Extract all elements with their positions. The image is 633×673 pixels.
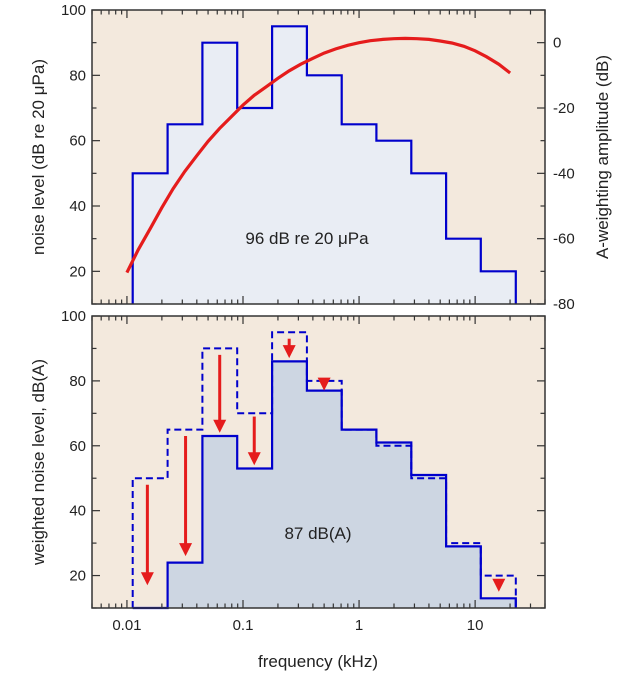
top-annotation: 96 dB re 20 μPa: [245, 229, 369, 248]
top-y-axis-title: noise level (dB re 20 μPa): [29, 59, 48, 255]
reduction-arrow: [317, 377, 331, 391]
y-tick-label: 40: [69, 198, 86, 215]
reduction-arrow: [492, 578, 506, 592]
reduction-arrow: [179, 436, 193, 557]
y2-tick-label: 0: [553, 35, 561, 52]
reduction-arrow: [140, 484, 154, 586]
y-tick-label: 20: [69, 568, 86, 585]
x-axis-title: frequency (kHz): [258, 652, 378, 671]
reduction-arrow: [213, 354, 227, 433]
reduction-arrow: [282, 338, 296, 359]
bottom-y-axis-title: weighted noise level, dB(A): [29, 359, 48, 566]
bottom-panel-frame: [91, 315, 546, 609]
x-tick-label: 0.1: [233, 617, 254, 634]
y-tick-label: 40: [69, 503, 86, 520]
top-y2-ticks: -80 -60 -40 -20 0: [537, 9, 575, 313]
x-tick-label: 1: [355, 617, 363, 634]
y-tick-label: 100: [61, 2, 86, 19]
top-panel-frame: [91, 9, 546, 305]
top-y-ticks: 20 40 60 80 100: [61, 2, 100, 305]
y-tick-label: 80: [69, 67, 86, 84]
x-tick-label: 0.01: [112, 617, 141, 634]
top-spectrum-fill: [132, 26, 516, 305]
bottom-unweighted-dashed: [131, 331, 517, 608]
y-tick-label: 100: [61, 308, 86, 325]
bottom-weighted-fill: [132, 361, 516, 608]
bottom-weighted-steps: [132, 360, 517, 610]
top-spectrum-steps: [131, 25, 517, 304]
y2-tick-label: -40: [553, 165, 575, 182]
y2-tick-label: -20: [553, 100, 575, 117]
y2-tick-label: -80: [553, 296, 575, 313]
y-tick-label: 20: [69, 263, 86, 280]
y2-tick-label: -60: [553, 231, 575, 248]
bottom-panel: 0.01 0.1 1 10 20 40 60 80 100 87 dB(A) weighted…: [29, 308, 546, 671]
reduction-arrow: [247, 416, 261, 466]
y-tick-label: 80: [69, 373, 86, 390]
y-tick-label: 60: [69, 133, 86, 150]
top-y2-axis-title: A-weighting amplitude (dB): [593, 55, 612, 259]
bottom-annotation: 87 dB(A): [284, 524, 351, 543]
bottom-reduction-arrows: [140, 338, 506, 592]
bottom-y-ticks: 20 40 60 80 100: [61, 308, 545, 609]
top-panel: 20 40 60 80 100 -80 -60 -40 -20 0 96 dB re 20 μP…: [29, 2, 612, 313]
y-tick-label: 60: [69, 438, 86, 455]
x-tick-label: 10: [467, 617, 484, 634]
a-weighting-curve: [125, 36, 512, 274]
